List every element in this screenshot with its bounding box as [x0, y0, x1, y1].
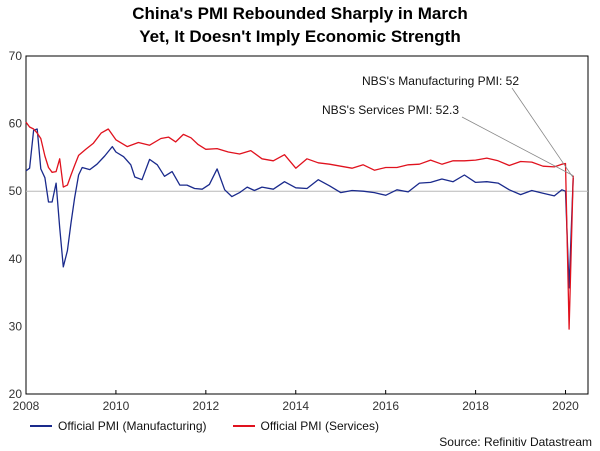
axis-ticks: 20 30 40 50 60 70 2008 2010 2012 2014 2016 2018 2020 [9, 49, 580, 413]
chart-title-line-2: Yet, It Doesn't Imply Economic Strength [139, 27, 461, 46]
series-group [25, 121, 574, 330]
source-note: Source: Refinitiv Datastream [439, 435, 592, 449]
annotation-manufacturing: NBS's Manufacturing PMI: 52 [362, 74, 519, 88]
legend-swatch-services [232, 425, 255, 427]
y-tick-label: 30 [9, 319, 23, 333]
annotation-leader-line [461, 116, 574, 177]
plot-area [25, 55, 589, 395]
chart-title-line-1: China's PMI Rebounded Sharply in March [132, 4, 468, 23]
legend-item-manufacturing: Official PMI (Manufacturing) [30, 419, 207, 433]
series-line-services [25, 121, 574, 330]
y-tick-label: 20 [9, 387, 23, 401]
y-tick-label: 50 [9, 184, 23, 198]
x-tick-label: 2008 [13, 399, 40, 413]
annotation-services: NBS's Services PMI: 52.3 [322, 103, 459, 117]
annotations-group: NBS's Manufacturing PMI: 52 NBS's Service… [322, 74, 574, 178]
x-tick-label: 2016 [372, 399, 399, 413]
x-tick-label: 2012 [192, 399, 219, 413]
legend: Official PMI (Manufacturing) Official PM… [30, 419, 379, 433]
x-tick-label: 2020 [552, 399, 579, 413]
legend-swatch-manufacturing [30, 425, 52, 427]
series-line-manufacturing [25, 128, 574, 289]
y-tick-label: 60 [9, 117, 23, 131]
x-tick-label: 2010 [103, 399, 130, 413]
annotation-leader-line [511, 87, 574, 178]
chart-title: China's PMI Rebounded Sharply in March Y… [0, 2, 600, 48]
y-tick-label: 70 [9, 49, 23, 63]
x-tick-label: 2014 [282, 399, 309, 413]
x-tick-label: 2018 [462, 399, 489, 413]
legend-label-manufacturing: Official PMI (Manufacturing) [58, 419, 207, 433]
legend-label-services: Official PMI (Services) [260, 419, 379, 433]
legend-item-services: Official PMI (Services) [232, 419, 379, 433]
y-tick-label: 40 [9, 252, 23, 266]
